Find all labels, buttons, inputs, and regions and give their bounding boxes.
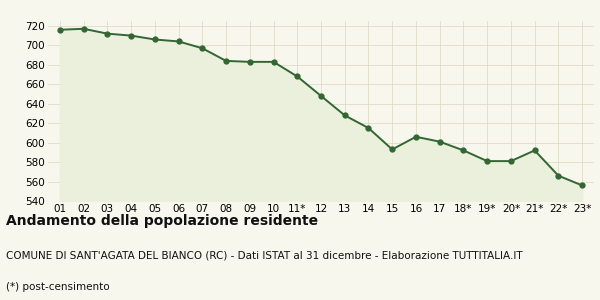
Text: (*) post-censimento: (*) post-censimento: [6, 282, 110, 292]
Text: Andamento della popolazione residente: Andamento della popolazione residente: [6, 214, 318, 229]
Text: COMUNE DI SANT'AGATA DEL BIANCO (RC) - Dati ISTAT al 31 dicembre - Elaborazione : COMUNE DI SANT'AGATA DEL BIANCO (RC) - D…: [6, 250, 523, 260]
